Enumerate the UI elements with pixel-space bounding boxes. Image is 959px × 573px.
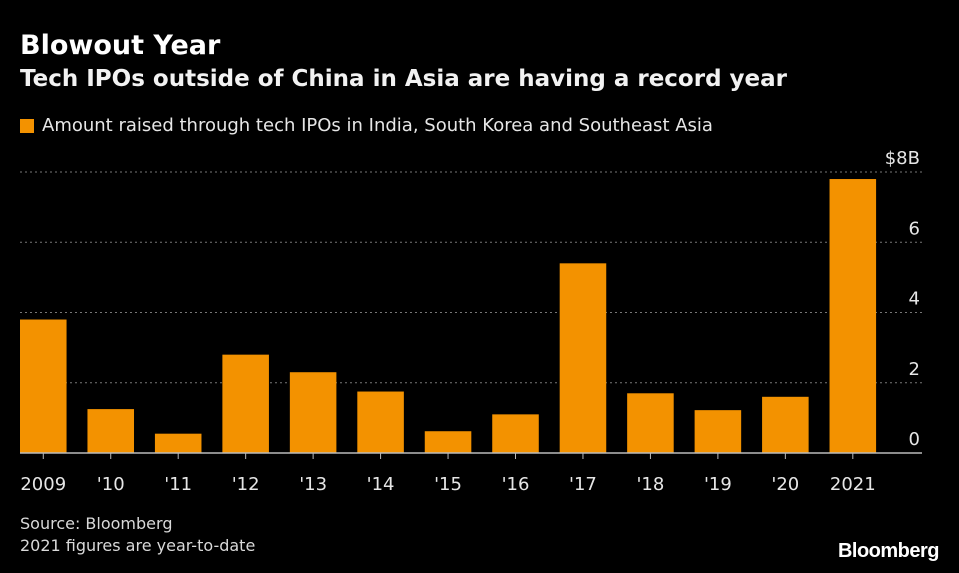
x-tick-label-'17: '17 bbox=[569, 474, 597, 495]
bar-'13 bbox=[289, 372, 337, 453]
footnote-text: 2021 figures are year-to-date bbox=[20, 536, 256, 555]
brand-logo: Bloomberg bbox=[837, 540, 940, 562]
bar-'18 bbox=[627, 393, 674, 453]
x-tick-label-2009: 2009 bbox=[20, 474, 66, 495]
bar-'16 bbox=[492, 414, 539, 453]
bar-2009 bbox=[20, 319, 67, 453]
y-tick-label-4: 4 bbox=[909, 289, 920, 310]
legend-swatch bbox=[20, 118, 34, 133]
bar-'15 bbox=[424, 431, 472, 453]
source-note: Source: Bloomberg 2021 figures are year-… bbox=[20, 513, 255, 557]
x-tick-label-'11: '11 bbox=[164, 474, 192, 495]
x-tick-label-'14: '14 bbox=[367, 474, 395, 495]
x-tick-label-'13: '13 bbox=[299, 474, 327, 495]
bar-'19 bbox=[694, 410, 742, 453]
legend: Amount raised through tech IPOs in India… bbox=[20, 115, 713, 136]
bar-2021 bbox=[829, 179, 877, 453]
bar-'20 bbox=[762, 396, 809, 453]
bar-'10 bbox=[87, 409, 135, 453]
y-tick-label-8: $8B bbox=[885, 148, 920, 169]
x-tick-label-'10: '10 bbox=[97, 474, 125, 495]
source-text: Source: Bloomberg bbox=[20, 514, 173, 533]
chart-title: Blowout Year bbox=[20, 30, 221, 61]
bar-'14 bbox=[357, 391, 404, 453]
x-tick-label-'12: '12 bbox=[232, 474, 260, 495]
x-tick-label-2021: 2021 bbox=[830, 474, 876, 495]
bar-'17 bbox=[559, 263, 607, 453]
chart-subtitle: Tech IPOs outside of China in Asia are h… bbox=[20, 66, 788, 92]
legend-label: Amount raised through tech IPOs in India… bbox=[42, 115, 713, 136]
x-tick-label-'18: '18 bbox=[636, 474, 664, 495]
x-tick-label-'20: '20 bbox=[771, 474, 799, 495]
y-tick-label-2: 2 bbox=[909, 359, 920, 380]
bar-'11 bbox=[154, 433, 202, 453]
bar-'12 bbox=[222, 354, 269, 453]
y-tick-label-6: 6 bbox=[909, 218, 920, 239]
x-tick-label-'15: '15 bbox=[434, 474, 462, 495]
x-tick-label-'19: '19 bbox=[704, 474, 732, 495]
x-tick-label-'16: '16 bbox=[502, 474, 530, 495]
y-tick-label-0: 0 bbox=[909, 429, 920, 450]
